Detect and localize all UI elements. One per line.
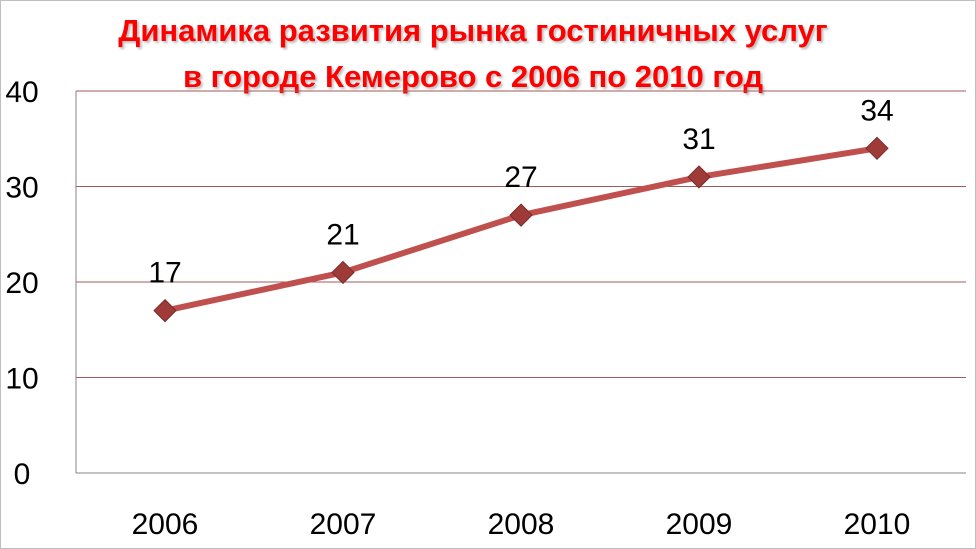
y-tick-label: 10 — [5, 363, 38, 396]
x-tick-label: 2007 — [310, 508, 377, 541]
data-label: 31 — [682, 123, 715, 156]
x-tick-label: 2009 — [666, 508, 733, 541]
data-point-marker — [687, 165, 711, 189]
data-point-marker — [331, 260, 355, 285]
y-tick-label: 40 — [5, 76, 38, 109]
x-tick-labels: 2006 2007 2008 2009 2010 — [132, 508, 911, 541]
data-label: 27 — [504, 161, 537, 194]
data-point-marker — [509, 203, 533, 227]
gridlines — [76, 90, 966, 378]
x-tick-label: 2008 — [488, 508, 555, 541]
axes — [75, 91, 966, 474]
data-label: 21 — [326, 218, 359, 251]
data-point-marker — [153, 298, 177, 323]
data-point-marker — [865, 136, 889, 161]
data-label: 17 — [148, 257, 181, 290]
chart-title-line-1: Динамика развития рынка гостиничных услу… — [118, 13, 828, 48]
series — [153, 136, 889, 323]
x-tick-label: 2010 — [844, 508, 911, 541]
y-tick-labels: 0 10 20 30 40 — [5, 76, 38, 491]
x-tick-label: 2006 — [132, 508, 199, 541]
y-tick-label: 0 — [14, 458, 31, 491]
data-label: 34 — [860, 94, 893, 127]
y-tick-label: 30 — [5, 172, 38, 205]
chart-title-line-2: в городе Кемерово с 2006 по 2010 год — [182, 59, 764, 94]
y-tick-label: 20 — [5, 267, 38, 300]
data-labels: 17 21 27 31 34 — [148, 94, 893, 289]
